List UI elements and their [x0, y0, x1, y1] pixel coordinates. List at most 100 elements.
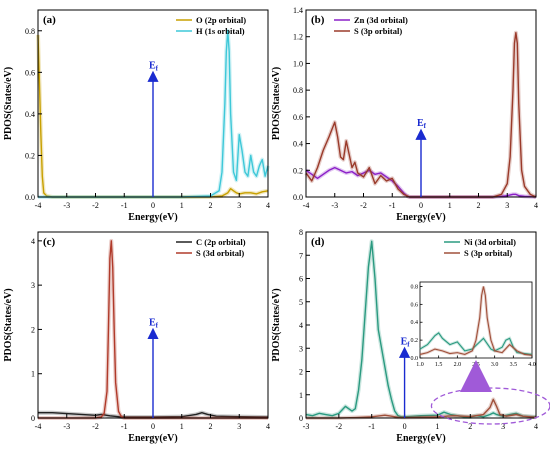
y-tick-label-1-5: 1.0 — [293, 59, 303, 68]
x-tick-label-1-5: 1 — [448, 201, 452, 210]
y-tick-label-3-3: 3 — [299, 344, 303, 353]
y-tick-label-2-2: 2 — [31, 325, 35, 334]
x-tick-label-1-7: 3 — [505, 201, 509, 210]
x-tick-label-2-5: 1 — [180, 422, 184, 431]
x-tick-label-2-7: 3 — [237, 422, 241, 431]
y-tick-label-0-4: 0.8 — [25, 27, 35, 36]
x-tick-label-0-3: -1 — [121, 201, 128, 210]
x-tick-label-3-1: -2 — [336, 422, 343, 431]
fermi-level-label-1: Ef — [417, 118, 427, 130]
x-axis-label-0: Energy(eV) — [128, 212, 177, 223]
inset-x-tick-label-3: 2.5 — [472, 362, 480, 368]
y-tick-label-0-3: 0.6 — [25, 68, 35, 77]
x-axis-label-1: Energy(eV) — [396, 212, 445, 223]
x-tick-label-3-2: -1 — [368, 422, 375, 431]
y-tick-label-2-0: 0 — [31, 414, 35, 423]
inset-series-line-0 — [419, 332, 533, 355]
y-tick-label-2-3: 3 — [31, 281, 35, 290]
x-tick-label-1-6: 2 — [477, 201, 481, 210]
y-tick-label-0-0: 0.0 — [25, 193, 35, 202]
chart-panel-3: -3 -2 -1 0 1 2 3 4 0 1 2 3 4 5 6 7 8 Energy(eV) PDOS(State… — [271, 228, 550, 444]
x-tick-label-2-2: -2 — [92, 422, 99, 431]
y-axis-label-2: PDOS(States/eV) — [3, 288, 14, 361]
x-tick-label-1-8: 4 — [534, 201, 538, 210]
y-tick-label-1-3: 0.6 — [293, 113, 303, 122]
x-tick-label-2-1: -3 — [63, 422, 70, 431]
x-tick-label-3-5: 2 — [468, 422, 472, 431]
legend-entry-0-0: O (2p orbital) — [196, 15, 246, 25]
x-axis-label-3: Energy(eV) — [396, 433, 445, 444]
inset-x-tick-label-2: 2.0 — [454, 362, 462, 368]
inset-chart: 1.0 1.5 2.0 2.5 3.0 3.5 4.0 0.0 0.2 0.4 0.6 0.8 — [411, 281, 536, 368]
y-tick-label-3-2: 2 — [299, 368, 303, 377]
legend-entry-1-1: S (3p orbital) — [354, 26, 402, 36]
x-tick-label-2-6: 2 — [209, 422, 213, 431]
x-tick-label-1-1: -3 — [331, 201, 338, 210]
x-tick-label-2-8: 4 — [266, 422, 270, 431]
x-tick-label-0-5: 1 — [180, 201, 184, 210]
legend-entry-0-1: H (1s orbital) — [196, 26, 245, 36]
panel-label-2: (c) — [43, 236, 56, 248]
x-tick-label-2-3: -1 — [121, 422, 128, 431]
y-tick-label-3-4: 4 — [299, 321, 303, 330]
y-axis-label-1: PDOS(States/eV) — [271, 67, 282, 140]
x-tick-label-0-4: 0 — [151, 201, 155, 210]
fermi-level-label-0: Ef — [149, 60, 159, 72]
x-tick-label-3-6: 3 — [501, 422, 505, 431]
inset-series-line-1 — [419, 286, 533, 356]
x-tick-label-3-3: 0 — [403, 422, 407, 431]
inset-x-tick-label-6: 4.0 — [528, 362, 536, 368]
series-line-2-1 — [38, 240, 268, 419]
series-line-1-1 — [305, 32, 537, 198]
panel-label-0: (a) — [43, 14, 56, 26]
x-tick-label-1-2: -2 — [360, 201, 367, 210]
x-tick-label-1-0: -4 — [303, 201, 310, 210]
legend-entry-1-0: Zn (3d orbital) — [354, 15, 408, 25]
y-tick-label-3-1: 1 — [299, 391, 303, 400]
inset-x-tick-label-1: 1.5 — [435, 362, 443, 368]
inset-x-tick-label-0: 1.0 — [416, 362, 424, 368]
y-tick-label-0-2: 0.4 — [25, 110, 35, 119]
x-tick-label-0-8: 4 — [266, 201, 270, 210]
x-tick-label-2-4: 0 — [151, 422, 155, 431]
inset-y-tick-label-2: 0.4 — [411, 320, 419, 326]
legend-entry-3-0: Ni (3d orbital) — [464, 237, 516, 247]
panel-label-3: (d) — [311, 236, 325, 248]
y-tick-label-3-7: 7 — [299, 251, 303, 260]
y-tick-label-2-1: 1 — [31, 370, 35, 379]
legend-entry-3-1: S (3p orbital) — [464, 248, 512, 258]
x-tick-label-3-0: -3 — [303, 422, 310, 431]
x-tick-label-0-6: 2 — [209, 201, 213, 210]
series-line-3-1 — [306, 398, 537, 419]
y-tick-label-1-4: 0.8 — [293, 86, 303, 95]
x-tick-label-0-1: -3 — [63, 201, 70, 210]
x-tick-label-1-3: -1 — [389, 201, 396, 210]
series-line-3-0 — [305, 240, 537, 418]
y-tick-label-0-1: 0.2 — [25, 151, 35, 160]
chart-panel-1: -4 -3 -2 -1 0 1 2 3 4 0.0 0.2 0.4 0.6 0.8 1.0 1.2 1.4 Ene… — [271, 6, 538, 223]
x-tick-label-0-2: -2 — [92, 201, 99, 210]
y-axis-label-3: PDOS(States/eV) — [271, 288, 282, 361]
legend-entry-2-0: C (2p orbital) — [196, 237, 246, 247]
y-tick-label-3-8: 8 — [299, 228, 303, 237]
y-tick-label-3-6: 6 — [299, 275, 303, 284]
chart-panel-2: -4 -3 -2 -1 0 1 2 3 4 0 1 2 3 4 Energy(eV) PDOS(States/… — [3, 231, 270, 444]
x-tick-label-0-0: -4 — [35, 201, 42, 210]
y-tick-label-3-0: 0 — [299, 414, 303, 423]
inset-y-tick-label-0: 0.0 — [411, 356, 419, 362]
y-axis-label-0: PDOS(States/eV) — [3, 67, 14, 140]
y-tick-label-1-1: 0.2 — [293, 166, 303, 175]
inset-x-tick-label-4: 3.0 — [491, 362, 499, 368]
fermi-level-label-2: Ef — [149, 317, 159, 329]
y-tick-label-1-0: 0.0 — [293, 193, 303, 202]
y-tick-label-1-2: 0.4 — [293, 140, 303, 149]
x-tick-label-2-0: -4 — [35, 422, 42, 431]
x-tick-label-1-4: 0 — [419, 201, 423, 210]
x-tick-label-3-7: 4 — [534, 422, 538, 431]
x-axis-label-2: Energy(eV) — [128, 433, 177, 444]
inset-y-tick-label-1: 0.2 — [411, 338, 419, 344]
y-tick-label-1-7: 1.4 — [293, 6, 303, 15]
inset-y-tick-label-3: 0.6 — [411, 302, 419, 308]
chart-panel-0: -4 -3 -2 -1 0 1 2 3 4 0.0 0.2 0.4 0.6 0.8 Energy(eV) PD… — [3, 9, 270, 223]
